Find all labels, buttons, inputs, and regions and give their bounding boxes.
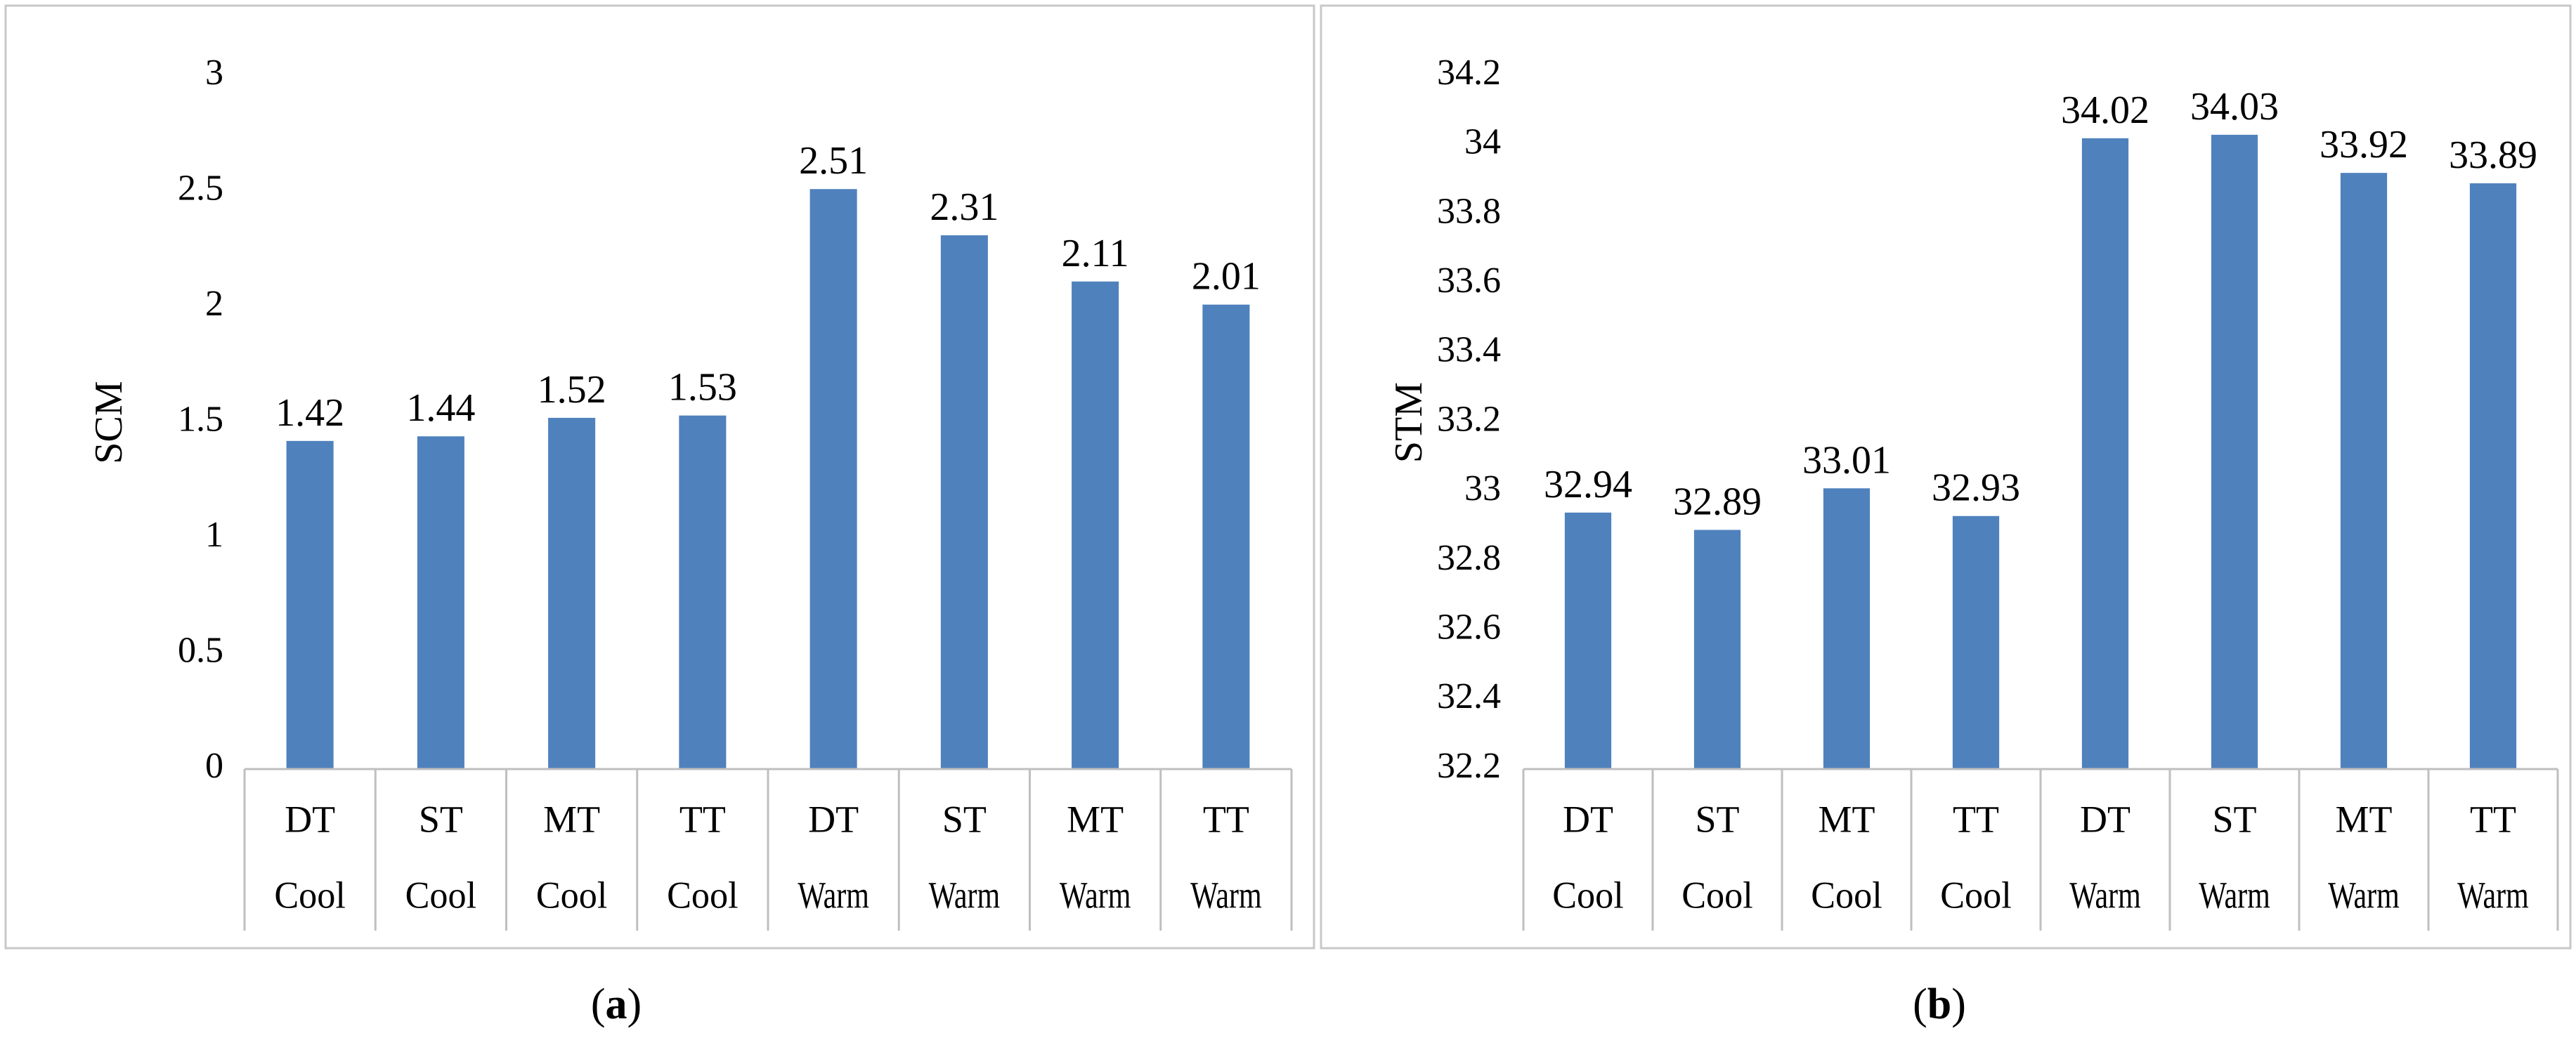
x-tick-label-condition-b: Cool: [1681, 874, 1753, 916]
bar-a: [1202, 304, 1250, 770]
bar-a: [809, 189, 857, 770]
x-tick-label-treatment-b: TT: [2470, 798, 2516, 840]
data-label-a: 2.51: [799, 139, 868, 183]
y-tick-label-b: 33: [1464, 468, 1501, 508]
x-tick-label-condition-a: Warm: [1060, 874, 1131, 916]
x-tick-label-treatment-a: MT: [1067, 798, 1124, 840]
x-tick-label-treatment-a: ST: [419, 798, 463, 840]
bar-a: [286, 440, 334, 769]
x-tick-label-treatment-a: TT: [1203, 798, 1249, 840]
bar-b: [1564, 512, 1612, 769]
x-tick-label-treatment-a: ST: [942, 798, 987, 840]
panel-caption-a-letter: a: [605, 980, 627, 1028]
data-label-a: 1.53: [668, 366, 737, 409]
y-tick-label-a: 0: [205, 746, 223, 786]
y-tick-label-a: 0.5: [178, 630, 223, 670]
panel-caption-b-letter: b: [1927, 980, 1952, 1028]
y-tick-label-a: 3: [205, 53, 223, 93]
data-label-a: 1.44: [406, 386, 475, 430]
bar-b: [1693, 530, 1741, 769]
panel-caption-a-close: ): [627, 980, 642, 1028]
data-label-b: 33.92: [2320, 123, 2408, 166]
x-tick-label-treatment-a: MT: [543, 798, 600, 840]
bar-a: [548, 417, 596, 769]
bar-b: [1823, 488, 1871, 769]
panel-caption-a-open: (: [590, 980, 606, 1028]
x-tick-label-treatment-b: TT: [1953, 798, 1999, 840]
panel-caption-b: (b): [1913, 980, 1966, 1030]
y-tick-label-a: 2.5: [178, 168, 223, 208]
bar-a: [679, 415, 727, 769]
data-label-b: 33.89: [2449, 133, 2537, 177]
x-tick-label-condition-a: Cool: [536, 874, 608, 916]
x-tick-label-condition-a: Warm: [798, 874, 869, 916]
x-tick-label-condition-a: Warm: [1190, 874, 1262, 916]
y-tick-label-a: 1.5: [178, 399, 223, 439]
x-tick-label-treatment-a: DT: [808, 798, 859, 840]
panel-caption-b-open: (: [1913, 980, 1927, 1028]
y-tick-label-b: 32.2: [1437, 746, 1501, 786]
bar-a: [1072, 281, 1119, 769]
x-tick-label-condition-b: Cool: [1552, 874, 1624, 916]
y-tick-label-b: 33.8: [1437, 191, 1501, 231]
y-tick-label-b: 33.6: [1437, 261, 1501, 301]
x-tick-label-treatment-a: TT: [679, 798, 726, 840]
y-axis-label-a: SCM: [87, 381, 131, 464]
bar-a: [417, 436, 464, 769]
x-tick-label-treatment-b: DT: [2080, 798, 2131, 840]
bar-b: [2081, 138, 2129, 769]
y-axis-label-b: STM: [1387, 382, 1431, 463]
y-tick-label-b: 33.4: [1437, 330, 1501, 370]
x-tick-label-condition-a: Cool: [405, 874, 477, 916]
data-label-b: 32.94: [1544, 463, 1632, 506]
x-tick-label-condition-b: Warm: [2457, 874, 2529, 916]
data-label-b: 34.03: [2190, 85, 2279, 129]
x-tick-label-treatment-b: DT: [1563, 798, 1613, 840]
y-tick-label-b: 32.6: [1437, 608, 1501, 648]
x-tick-label-condition-a: Cool: [274, 874, 346, 916]
data-label-b: 34.02: [2061, 88, 2149, 132]
bar-b: [2340, 173, 2388, 769]
data-label-a: 1.42: [275, 391, 344, 435]
y-tick-label-b: 33.2: [1437, 399, 1501, 439]
y-tick-label-a: 2: [205, 284, 223, 324]
bar-b: [2211, 134, 2258, 769]
x-tick-label-treatment-b: ST: [1695, 798, 1739, 840]
panel-caption-b-close: ): [1951, 980, 1966, 1028]
data-label-b: 33.01: [1802, 438, 1891, 482]
data-label-a: 2.31: [930, 185, 998, 229]
x-tick-label-condition-b: Cool: [1940, 874, 2012, 916]
x-tick-label-condition-b: Warm: [2069, 874, 2141, 916]
x-tick-label-condition-b: Warm: [2199, 874, 2270, 916]
x-tick-label-condition-b: Cool: [1811, 874, 1882, 916]
y-tick-label-b: 34.2: [1437, 53, 1501, 93]
data-label-a: 2.11: [1062, 232, 1129, 275]
panel-caption-a: (a): [591, 980, 642, 1030]
x-tick-label-condition-a: Cool: [667, 874, 739, 916]
data-label-b: 32.93: [1932, 466, 2020, 510]
y-tick-label-b: 34: [1464, 122, 1501, 162]
data-label-a: 2.01: [1192, 255, 1261, 298]
bar-b: [1952, 516, 2000, 769]
x-tick-label-treatment-b: ST: [2212, 798, 2256, 840]
x-tick-label-treatment-a: DT: [285, 798, 335, 840]
data-label-a: 1.52: [538, 368, 606, 412]
bar-b: [2469, 183, 2517, 769]
y-tick-label-b: 32.8: [1437, 538, 1501, 578]
x-tick-label-treatment-b: MT: [2336, 798, 2393, 840]
x-tick-label-condition-b: Warm: [2328, 874, 2400, 916]
y-tick-label-a: 1: [205, 515, 223, 555]
data-label-b: 32.89: [1673, 480, 1762, 523]
y-tick-label-b: 32.4: [1437, 676, 1501, 716]
x-tick-label-treatment-b: MT: [1819, 798, 1875, 840]
x-tick-label-condition-a: Warm: [929, 874, 1001, 916]
bar-a: [940, 235, 988, 769]
